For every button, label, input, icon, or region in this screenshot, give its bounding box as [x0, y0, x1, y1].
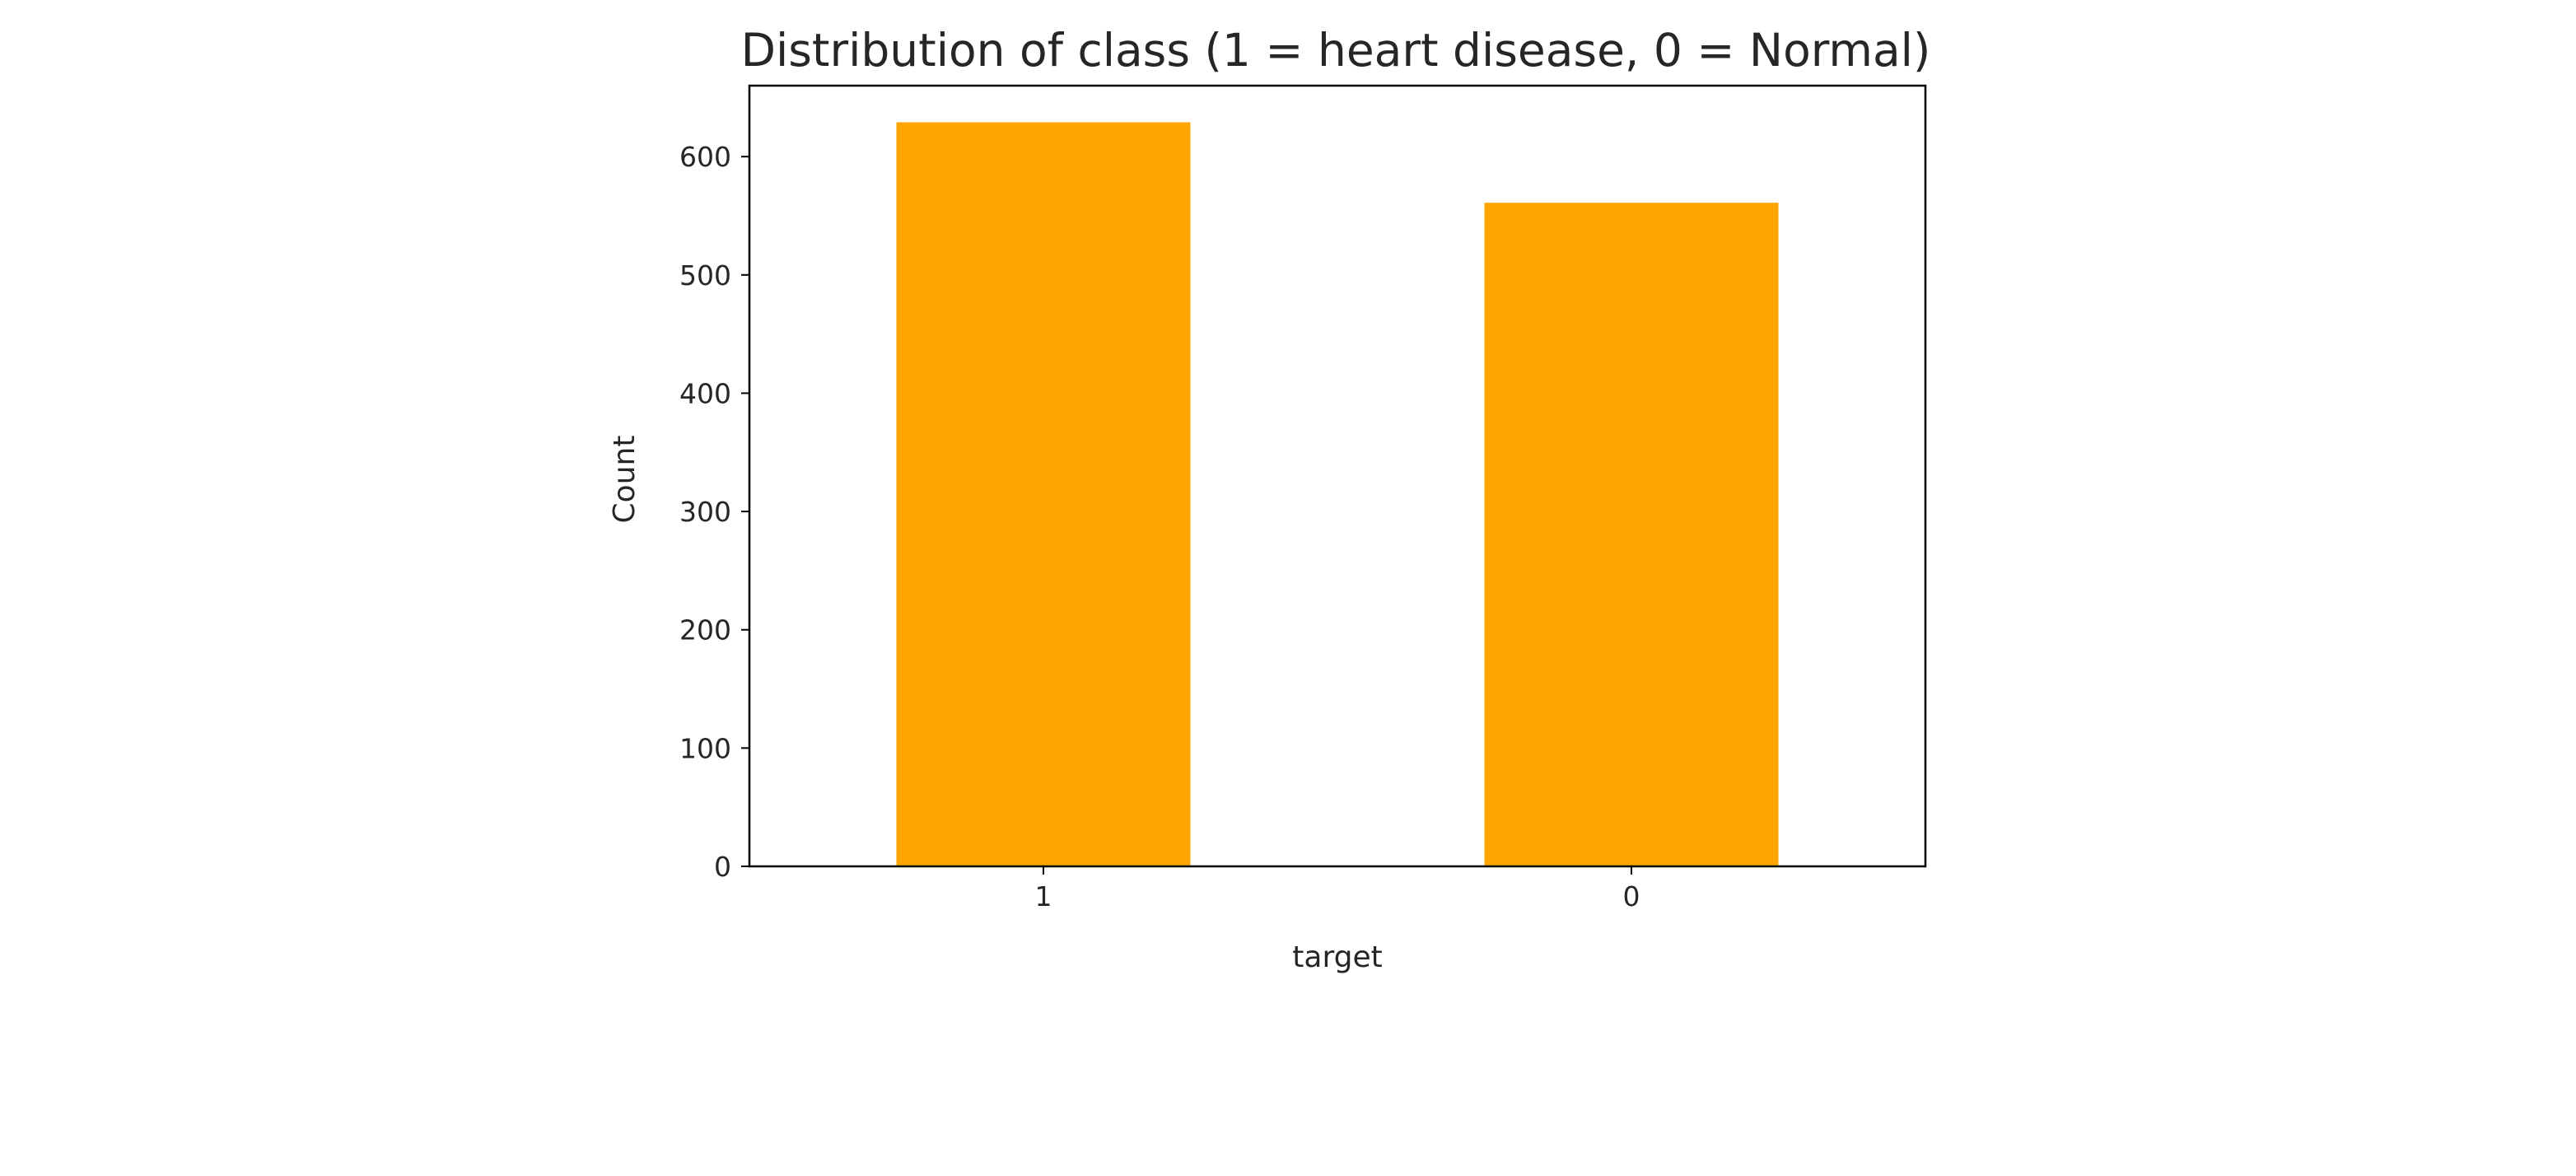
x-tick-label: 1	[1035, 880, 1052, 912]
plot-frame	[748, 84, 1927, 868]
chart-title: Distribution of class (1 = heart disease…	[741, 24, 1931, 77]
y-tick-label: 500	[679, 259, 731, 292]
bar-0	[1484, 203, 1779, 866]
x-axis-label: target	[1292, 940, 1382, 974]
y-tick-label: 100	[679, 732, 731, 764]
bar-1	[896, 122, 1191, 866]
y-axis-label: Count	[608, 436, 642, 524]
y-axis-ticks: 0 100 200 300 400 500 600	[679, 141, 749, 883]
y-tick-label: 200	[679, 614, 731, 646]
y-tick-label: 400	[679, 377, 731, 409]
bars	[896, 122, 1779, 866]
y-tick-label: 300	[679, 496, 731, 528]
x-tick-label: 0	[1623, 880, 1640, 912]
y-tick-label: 0	[714, 851, 731, 883]
y-tick-label: 600	[679, 141, 731, 173]
